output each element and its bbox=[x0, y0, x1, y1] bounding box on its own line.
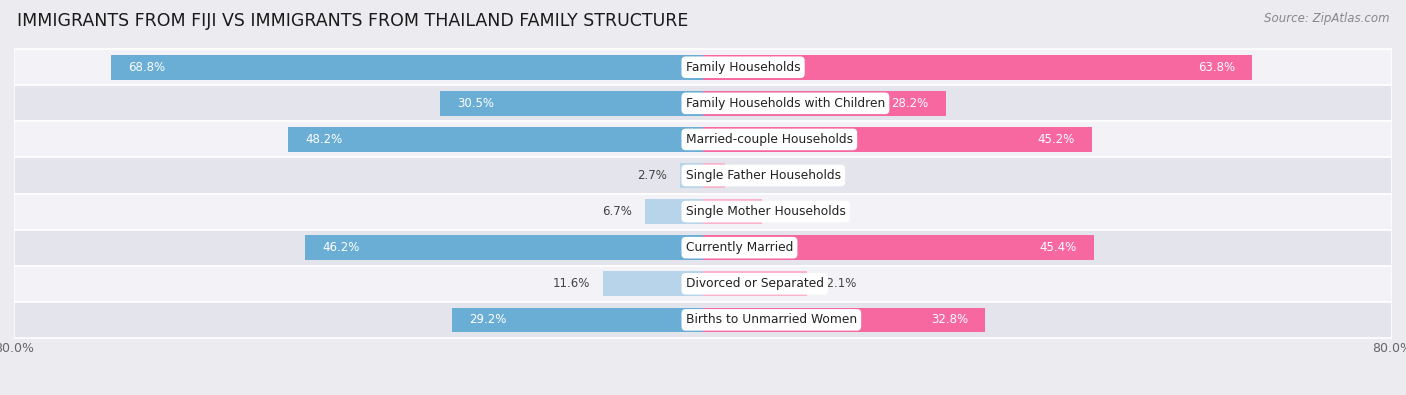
Text: Divorced or Separated: Divorced or Separated bbox=[686, 277, 824, 290]
Bar bbox=[703, 91, 946, 116]
Bar bbox=[14, 302, 1392, 338]
Bar bbox=[14, 194, 1392, 229]
Bar bbox=[703, 235, 1094, 260]
Bar bbox=[603, 271, 703, 296]
Bar bbox=[288, 127, 703, 152]
Text: 48.2%: 48.2% bbox=[305, 133, 343, 146]
Text: 2.5%: 2.5% bbox=[738, 169, 768, 182]
Text: 6.7%: 6.7% bbox=[603, 205, 633, 218]
Bar bbox=[305, 235, 703, 260]
Text: Births to Unmarried Women: Births to Unmarried Women bbox=[686, 313, 856, 326]
Text: Family Households with Children: Family Households with Children bbox=[686, 97, 884, 110]
Text: 68.8%: 68.8% bbox=[128, 61, 165, 74]
Text: 29.2%: 29.2% bbox=[468, 313, 506, 326]
Text: 12.1%: 12.1% bbox=[820, 277, 858, 290]
Bar bbox=[451, 308, 703, 332]
Bar bbox=[703, 163, 724, 188]
Bar bbox=[703, 199, 762, 224]
Text: Family Households: Family Households bbox=[686, 61, 800, 74]
Text: 6.9%: 6.9% bbox=[775, 205, 806, 218]
Text: 32.8%: 32.8% bbox=[931, 313, 969, 326]
Text: 45.2%: 45.2% bbox=[1038, 133, 1076, 146]
Bar bbox=[14, 229, 1392, 266]
Text: Source: ZipAtlas.com: Source: ZipAtlas.com bbox=[1264, 12, 1389, 25]
Bar bbox=[111, 55, 703, 79]
Bar bbox=[679, 163, 703, 188]
Bar bbox=[14, 158, 1392, 194]
Text: 63.8%: 63.8% bbox=[1198, 61, 1236, 74]
Bar bbox=[703, 127, 1092, 152]
Bar bbox=[14, 121, 1392, 158]
Text: 30.5%: 30.5% bbox=[457, 97, 495, 110]
Bar bbox=[440, 91, 703, 116]
Text: IMMIGRANTS FROM FIJI VS IMMIGRANTS FROM THAILAND FAMILY STRUCTURE: IMMIGRANTS FROM FIJI VS IMMIGRANTS FROM … bbox=[17, 12, 689, 30]
Text: Married-couple Households: Married-couple Households bbox=[686, 133, 853, 146]
Bar bbox=[703, 308, 986, 332]
Text: Single Mother Households: Single Mother Households bbox=[686, 205, 845, 218]
Bar bbox=[14, 85, 1392, 121]
Bar bbox=[703, 55, 1253, 79]
Bar bbox=[14, 266, 1392, 302]
Text: Currently Married: Currently Married bbox=[686, 241, 793, 254]
Text: Single Father Households: Single Father Households bbox=[686, 169, 841, 182]
Bar bbox=[703, 271, 807, 296]
Text: 11.6%: 11.6% bbox=[553, 277, 591, 290]
Text: 28.2%: 28.2% bbox=[891, 97, 928, 110]
Text: 2.7%: 2.7% bbox=[637, 169, 666, 182]
Text: 45.4%: 45.4% bbox=[1039, 241, 1077, 254]
Text: 46.2%: 46.2% bbox=[322, 241, 360, 254]
Bar bbox=[645, 199, 703, 224]
Bar bbox=[14, 49, 1392, 85]
